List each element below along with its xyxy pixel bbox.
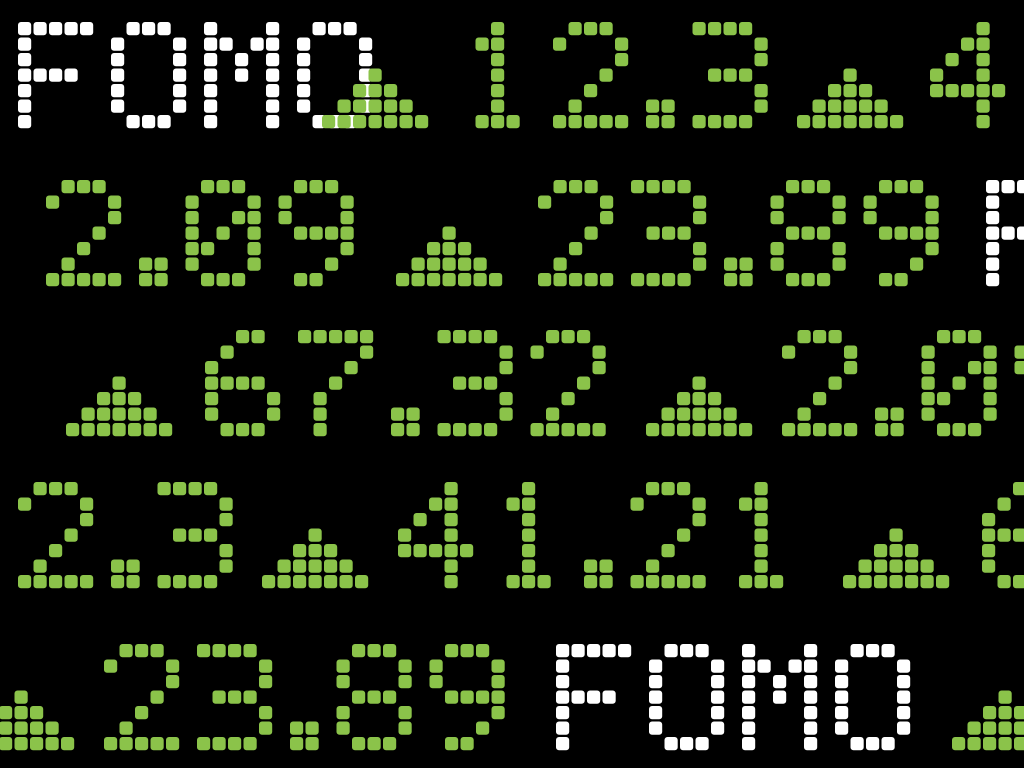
- up-triangle-icon: [396, 176, 505, 287]
- up-triangle-icon-dots: [797, 68, 904, 129]
- price-value-text: 12.3: [460, 128, 461, 129]
- up-triangle-icon: [952, 640, 1024, 751]
- price-value-dots: [782, 330, 1024, 437]
- price-value: 2.09: [46, 176, 372, 287]
- price-value-dots: [205, 330, 606, 437]
- price-value-dots: [18, 482, 233, 589]
- price-value-text: 23.89: [104, 750, 105, 751]
- up-triangle-icon: [797, 18, 906, 129]
- price-value-dots: [398, 482, 784, 589]
- price-value: 41.21: [930, 18, 1024, 129]
- ticker-symbol: FOMO: [556, 640, 928, 751]
- price-value-text: 41.21: [930, 128, 931, 129]
- up-triangle-icon: [0, 640, 77, 751]
- price-value-text: 2.09: [46, 286, 47, 287]
- up-triangle-icon-dots: [0, 690, 75, 751]
- up-triangle-icon-dots: [646, 376, 753, 437]
- price-value-dots: [46, 180, 354, 287]
- up-triangle-icon-dots: [396, 226, 503, 287]
- ticker-symbol-text: FOMO: [18, 128, 19, 129]
- price-value-text: 67.32: [205, 436, 206, 437]
- price-value: 2.09: [782, 326, 1024, 437]
- up-triangle-icon-dots: [262, 528, 369, 589]
- up-triangle-icon-dots: [322, 68, 429, 129]
- up-triangle-icon-dots: [66, 376, 173, 437]
- price-value: 2.3: [18, 478, 251, 589]
- ticker-symbol-dots: [986, 180, 1024, 287]
- price-value-text: 41.21: [398, 588, 399, 589]
- up-triangle-icon: [322, 18, 431, 129]
- price-value-dots: [538, 180, 939, 287]
- price-value: 41.21: [398, 478, 817, 589]
- price-value-dots: [982, 482, 1024, 589]
- price-value: 67.32: [205, 326, 624, 437]
- price-value-dots: [930, 22, 1006, 129]
- up-triangle-icon: [843, 478, 952, 589]
- up-triangle-icon-dots: [952, 690, 1024, 751]
- price-value: 23.89: [538, 176, 957, 287]
- price-value-dots: [104, 644, 505, 751]
- up-triangle-icon-dots: [843, 528, 950, 589]
- ticker-symbol-dots: [556, 644, 911, 751]
- price-value: 23.89: [104, 640, 523, 751]
- ticker-symbol-text: FOMO: [556, 750, 557, 751]
- price-value-dots: [475, 22, 768, 129]
- up-triangle-icon: [646, 326, 755, 437]
- price-value-text: 23.89: [538, 286, 539, 287]
- price-value-text: 67.32: [982, 588, 983, 589]
- price-value-text: 2.09: [782, 436, 783, 437]
- up-triangle-icon: [66, 326, 175, 437]
- price-value: 12.3: [460, 18, 786, 129]
- ticker-symbol: FOMO: [986, 176, 1024, 287]
- price-value: 67.32: [982, 478, 1024, 589]
- ticker-symbol-text: FOMO: [986, 286, 987, 287]
- price-value-text: 2.3: [18, 588, 19, 589]
- up-triangle-icon: [262, 478, 371, 589]
